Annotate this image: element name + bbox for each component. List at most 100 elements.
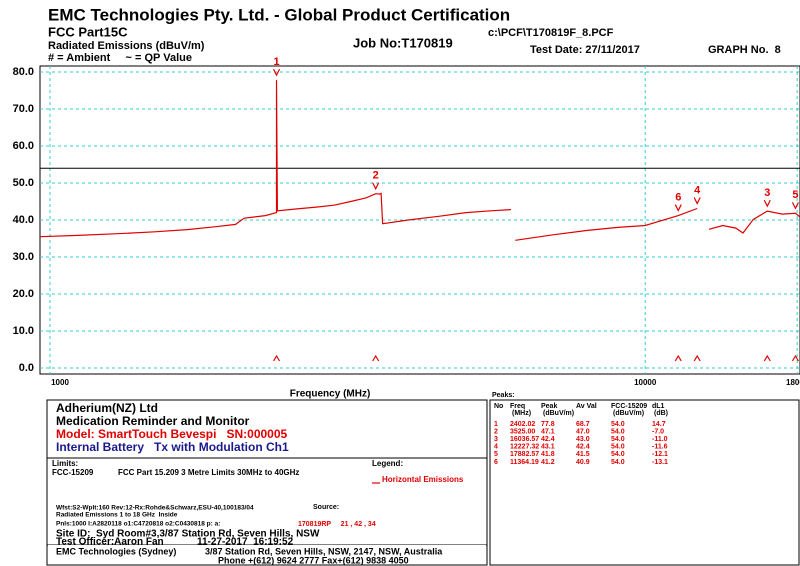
- peaks-title: Peaks:: [492, 392, 515, 399]
- table-cell: 42.4: [576, 444, 590, 451]
- table-cell: 54.0: [611, 428, 625, 435]
- limits-title: Limits:: [52, 459, 78, 468]
- peak-number: 6: [675, 191, 681, 203]
- trace: [39, 80, 800, 241]
- info-box: [46, 399, 488, 566]
- table-cell: 11364.19: [510, 459, 539, 466]
- graph-no: GRAPH No. 8: [708, 44, 781, 56]
- table-cell: -12.1: [652, 451, 668, 458]
- table-cell: 2: [494, 428, 498, 435]
- product: Medication Reminder and Monitor: [56, 414, 250, 428]
- x-tick-label: 1000: [51, 378, 69, 387]
- table-cell: 2402.02: [510, 421, 535, 428]
- column-header: Freq (MHz): [510, 403, 531, 417]
- table-cell: 6: [494, 459, 498, 466]
- x-axis-label: Frequency (MHz): [290, 389, 371, 400]
- table-cell: -13.1: [652, 459, 668, 466]
- table-cell: 54.0: [611, 444, 625, 451]
- y-tick-label: 40.0: [13, 214, 34, 226]
- y-tick-label: 20.0: [13, 288, 34, 300]
- model: Model: SmartTouch Bevespi SN:000005: [56, 427, 288, 441]
- table-cell: 47.1: [541, 428, 555, 435]
- column-header: dL1 (dB): [652, 403, 668, 417]
- site: Site ID: Syd Room#3,3/87 Station Rd, Sev…: [56, 529, 320, 540]
- peaks-box: [489, 399, 800, 566]
- standard: FCC Part15C: [48, 24, 128, 39]
- table-cell: 54.0: [611, 451, 625, 458]
- table-cell: 54.0: [611, 436, 625, 443]
- table-cell: 12227.32: [510, 444, 539, 451]
- y-tick-label: 60.0: [13, 140, 34, 152]
- job-no: Job No:T170819: [353, 35, 453, 50]
- peak-marker: [791, 202, 799, 210]
- setup-line: Pnls:1000 I:A2820118 o1:C4720818 o2:C043…: [56, 521, 220, 528]
- column-header: Peak (dBuV/m): [541, 403, 574, 417]
- table-cell: 54.0: [611, 421, 625, 428]
- source-label: Source:: [313, 504, 339, 511]
- table-cell: 43.0: [576, 436, 590, 443]
- peak-number: 2: [373, 170, 379, 182]
- peak-freq-marker: [674, 354, 682, 362]
- table-cell: 40.9: [576, 459, 590, 466]
- peak-freq-marker: [273, 354, 281, 362]
- table-cell: 3525.00: [510, 428, 535, 435]
- table-cell: 5: [494, 451, 498, 458]
- table-cell: 41.8: [541, 451, 555, 458]
- table-cell: 3: [494, 436, 498, 443]
- peak-number: 3: [764, 187, 770, 199]
- peak-marker: [272, 68, 281, 77]
- key: # = Ambient ~ = QP Value: [48, 52, 192, 64]
- peak-freq-marker: [693, 354, 701, 362]
- table-cell: 77.8: [541, 421, 555, 428]
- y-tick-label: 70.0: [13, 103, 34, 115]
- peak-marker: [693, 197, 701, 205]
- peak-freq-marker: [791, 354, 799, 362]
- report-title: EMC Technologies Pty. Ltd. - Global Prod…: [48, 5, 510, 24]
- x-tick-label: 10000: [634, 378, 657, 387]
- setup-line: Wfst:S2-Wplt:160 Rev:12-Rx:Rohde&Schwarz…: [56, 505, 254, 512]
- measurement: Radiated Emissions (dBuV/m): [48, 40, 205, 52]
- peak-number: 5: [792, 189, 798, 201]
- source: 170819RP 21 , 42 , 34: [298, 521, 376, 528]
- column-header: No: [494, 403, 503, 410]
- limit-name: FCC-15209: [52, 468, 94, 477]
- table-cell: 41.5: [576, 451, 590, 458]
- footer-company: EMC Technologies (Sydney): [56, 546, 176, 556]
- footer-bg: [48, 545, 486, 564]
- peak-marker: [372, 182, 380, 191]
- setup-line: Radiated Emissions 1 to 18 GHz Inside: [56, 512, 178, 519]
- column-header: Av Val: [576, 403, 597, 410]
- limit-description: FCC Part 15.209 3 Metre Limits 30MHz to …: [118, 468, 299, 477]
- x-tick-label: 18000: [786, 378, 800, 387]
- footer-phone: Phone +(612) 9624 2777 Fax+(612) 9838 40…: [218, 555, 409, 565]
- officer: Test Officer:Aaron Fan 11-27-2017 16:19:…: [56, 537, 294, 548]
- table-cell: 4: [494, 444, 498, 451]
- peak-freq-marker: [763, 354, 771, 362]
- table-cell: -7.0: [652, 428, 664, 435]
- table-cell: 42.4: [541, 436, 555, 443]
- y-tick-label: 80.0: [13, 66, 34, 78]
- y-tick-label: 0.0: [19, 362, 34, 374]
- mode: Internal Battery Tx with Modulation Ch1: [56, 440, 289, 454]
- peaks-table: No Freq (MHz) Peak (dBuV/m)Av Val FCC-15209 (d…: [494, 403, 668, 466]
- footer-address: 3/87 Station Rd, Seven Hills, NSW, 2147,…: [205, 546, 443, 556]
- peak-number: 4: [694, 184, 701, 196]
- y-tick-label: 10.0: [13, 325, 34, 337]
- table-cell: 1: [494, 421, 498, 428]
- legend-entry: Horizontal Emissions: [382, 475, 464, 484]
- y-tick-label: 50.0: [13, 177, 34, 189]
- table-cell: 16036.57: [510, 436, 539, 443]
- peak-marker: [763, 199, 771, 208]
- table-cell: 68.7: [576, 421, 590, 428]
- table-cell: 14.7: [652, 421, 666, 428]
- peak-number: 1: [273, 56, 279, 68]
- client: Adherium(NZ) Ltd: [56, 401, 158, 415]
- legend-title: Legend:: [372, 459, 403, 468]
- table-cell: 54.0: [611, 459, 625, 466]
- table-cell: -11.0: [652, 436, 668, 443]
- chart: 0.0 10.0 20.0 30.0 40.0 50.0 60.0 70.0 80.0 1000 1…: [13, 56, 800, 387]
- peak-marker: [674, 204, 682, 212]
- table-cell: -11.6: [652, 444, 668, 451]
- file: c:\PCF\T170819F_8.PCF: [488, 27, 614, 39]
